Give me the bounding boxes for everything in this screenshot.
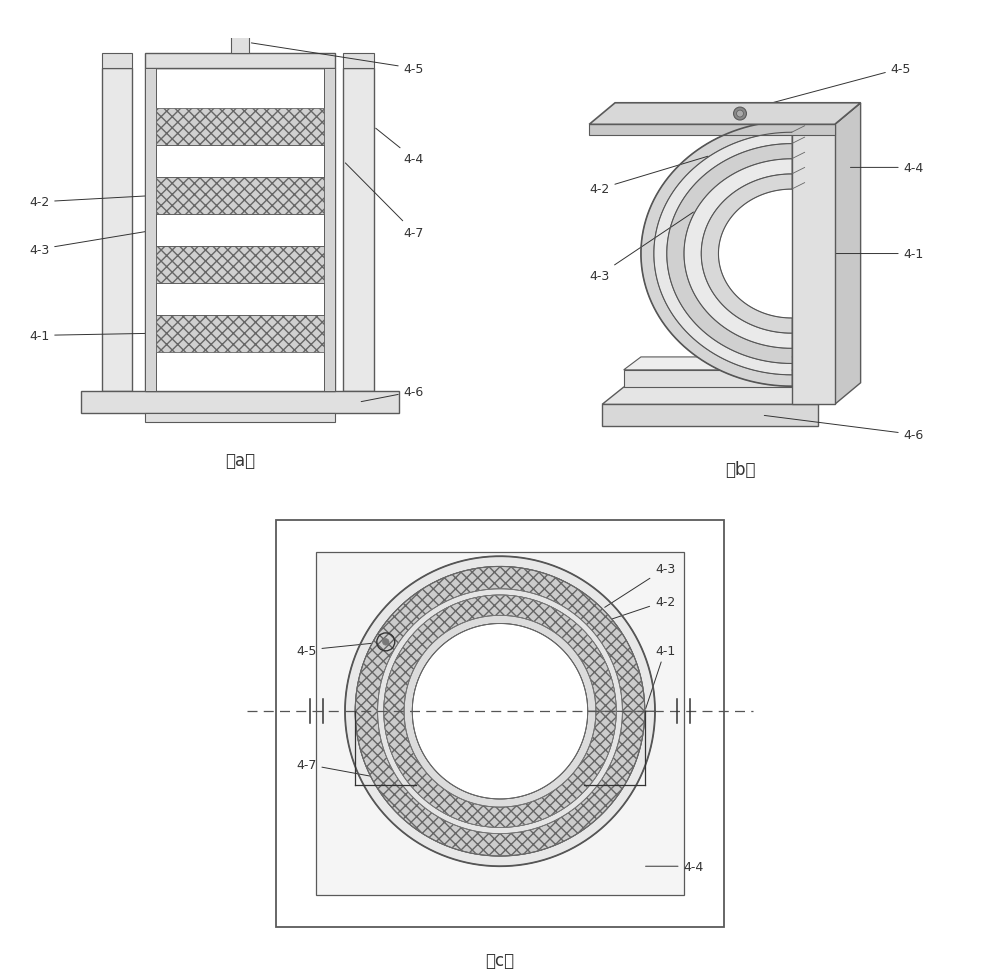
Text: 4-2: 4-2 xyxy=(29,197,153,209)
Polygon shape xyxy=(641,121,792,387)
Text: 4-5: 4-5 xyxy=(296,643,383,657)
Text: 4-4: 4-4 xyxy=(376,129,424,166)
Polygon shape xyxy=(792,125,835,405)
Bar xyxy=(145,54,335,69)
Text: 4-6: 4-6 xyxy=(361,385,424,402)
Text: 4-5: 4-5 xyxy=(743,63,911,111)
Polygon shape xyxy=(684,159,792,349)
Polygon shape xyxy=(589,104,861,125)
Polygon shape xyxy=(412,624,588,799)
Text: 4-3: 4-3 xyxy=(589,213,693,283)
Text: 4-3: 4-3 xyxy=(29,231,153,256)
Bar xyxy=(156,246,324,284)
Text: 4-2: 4-2 xyxy=(585,595,675,629)
Polygon shape xyxy=(602,405,818,426)
Text: 4-1: 4-1 xyxy=(646,644,675,709)
Circle shape xyxy=(383,639,389,645)
Text: 4-7: 4-7 xyxy=(296,758,414,784)
Polygon shape xyxy=(589,125,835,136)
Text: （c）: （c） xyxy=(485,951,515,969)
Text: 4-5: 4-5 xyxy=(251,44,424,75)
Polygon shape xyxy=(355,567,645,856)
Text: 4-4: 4-4 xyxy=(646,860,704,872)
Polygon shape xyxy=(792,104,861,125)
Bar xyxy=(343,69,374,392)
Circle shape xyxy=(734,108,746,121)
Polygon shape xyxy=(835,104,861,405)
Text: 4-4: 4-4 xyxy=(850,161,924,175)
Text: 4-1: 4-1 xyxy=(829,247,924,261)
Bar xyxy=(316,553,684,895)
Polygon shape xyxy=(654,133,792,376)
Polygon shape xyxy=(378,590,622,833)
Polygon shape xyxy=(701,175,792,333)
Bar xyxy=(102,69,132,392)
Polygon shape xyxy=(624,371,805,387)
Text: 4-3: 4-3 xyxy=(605,562,675,607)
Bar xyxy=(145,414,335,422)
Bar xyxy=(156,178,324,214)
Text: （b）: （b） xyxy=(725,461,755,478)
Bar xyxy=(145,69,156,392)
Bar xyxy=(156,316,324,352)
Text: 4-2: 4-2 xyxy=(589,157,708,197)
Bar xyxy=(324,69,335,392)
Polygon shape xyxy=(345,556,655,867)
Circle shape xyxy=(737,111,743,118)
Polygon shape xyxy=(404,616,596,807)
Bar xyxy=(81,392,399,414)
Bar xyxy=(156,110,324,146)
Bar xyxy=(102,54,132,69)
Polygon shape xyxy=(624,358,822,371)
Text: （a）: （a） xyxy=(225,452,255,469)
Polygon shape xyxy=(667,145,792,364)
Bar xyxy=(276,520,724,927)
Bar xyxy=(343,54,374,69)
Text: 4-1: 4-1 xyxy=(29,330,153,342)
Text: 4-7: 4-7 xyxy=(345,163,424,240)
Polygon shape xyxy=(602,387,839,405)
Bar xyxy=(145,69,335,392)
Text: 4-6: 4-6 xyxy=(764,416,924,441)
Bar xyxy=(231,32,249,54)
Polygon shape xyxy=(384,596,616,827)
